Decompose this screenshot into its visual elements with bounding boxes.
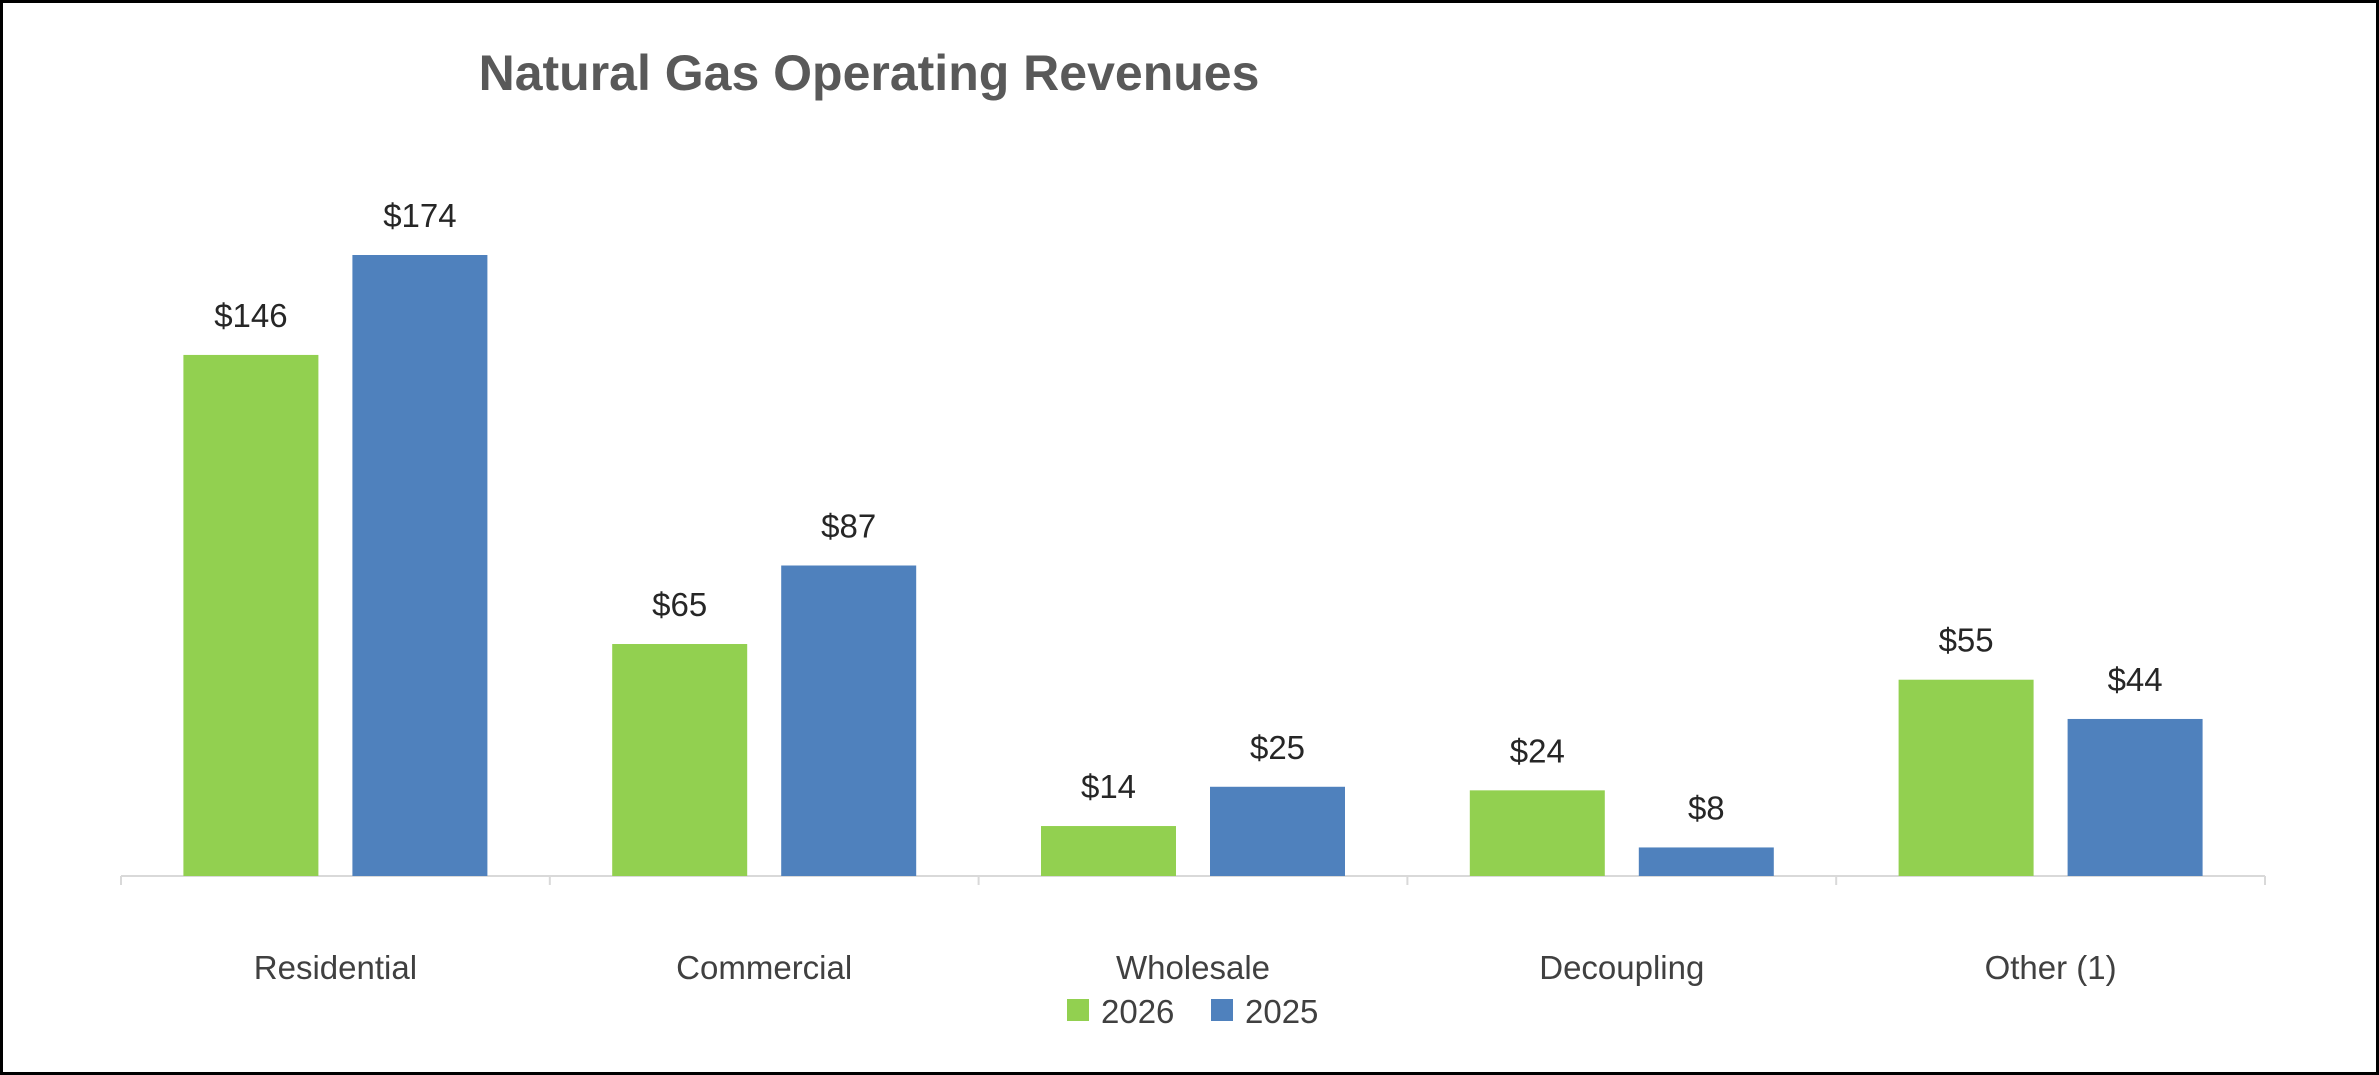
bar-2025-commercial [781, 565, 917, 876]
data-label: $174 [383, 197, 456, 234]
data-label: $55 [1939, 622, 1994, 659]
chart-title: Natural Gas Operating Revenues [479, 45, 1260, 101]
legend-swatch [1067, 999, 1089, 1021]
data-labels-group: $146 $174 $65 $87 $14 $25 $24 $8 $55 $44 [214, 197, 2162, 826]
category-labels-group: Residential Commercial Wholesale Decoupling… [254, 949, 2117, 986]
data-label: $14 [1081, 768, 1136, 805]
bar-2026-other-1 [1898, 679, 2034, 876]
x-tick-label: Decoupling [1539, 949, 1704, 986]
data-label: $146 [214, 297, 287, 334]
x-axis-ticks [120, 876, 2266, 885]
x-tick-label: Wholesale [1116, 949, 1270, 986]
data-label: $8 [1688, 789, 1725, 826]
data-label: $44 [2108, 661, 2163, 698]
legend-swatch [1211, 999, 1233, 1021]
data-label: $87 [821, 508, 876, 545]
data-label: $25 [1250, 729, 1305, 766]
bar-2026-residential [183, 354, 319, 876]
x-tick-label: Residential [254, 949, 417, 986]
bar-2025-decoupling [1638, 847, 1774, 876]
bar-2025-other-1 [2067, 718, 2203, 876]
bar-2026-commercial [612, 644, 748, 876]
legend: 2026 2025 [1067, 993, 1318, 1030]
data-label: $24 [1510, 732, 1565, 769]
legend-label: 2026 [1101, 993, 1174, 1030]
data-label: $65 [652, 586, 707, 623]
bar-chart: Natural Gas Operating Revenues $146$174$… [120, 45, 2266, 1030]
x-tick-label: Other (1) [1985, 949, 2117, 986]
x-tick-label: Commercial [676, 949, 852, 986]
bar-2025-wholesale [1210, 786, 1345, 876]
bars-group [183, 255, 2203, 876]
legend-label: 2025 [1245, 993, 1318, 1030]
bar-2026-wholesale [1041, 826, 1176, 876]
bar-2026-decoupling [1469, 790, 1605, 876]
bar-2025-residential [352, 255, 488, 876]
